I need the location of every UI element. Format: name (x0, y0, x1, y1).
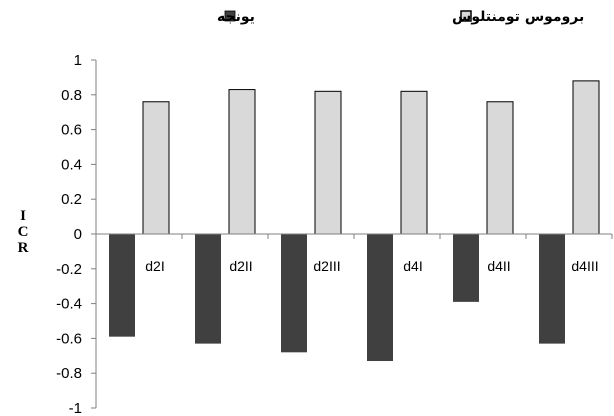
y-tick-label: 0.2 (61, 191, 82, 208)
category-label: d2II (229, 258, 252, 274)
legend-label-bromus: بروموس تومنتلوس (452, 9, 584, 25)
bars (109, 80, 600, 362)
bar-bromus-d4II (486, 101, 514, 235)
bar-bromus-d2III (314, 90, 342, 235)
y-tick-label: 0 (74, 226, 82, 243)
y-axis-ticks: 1 0.8 0.6 0.4 0.2 0 -0.2 -0.4 -0.6 -0.8 -1 (56, 52, 96, 416)
y-axis-label-char: R (18, 240, 29, 256)
y-axis-label: I C R (18, 208, 29, 256)
y-tick-label: 0.6 (61, 122, 82, 139)
category-labels: d2I d2II d2III d4I d4II d4III (145, 258, 598, 274)
legend: یونجه بروموس تومنتلوس (217, 9, 584, 25)
y-tick-label: 0.4 (61, 156, 82, 173)
bar-yonjeh-d4II (453, 234, 479, 302)
legend-swatch-yonjeh (224, 10, 236, 22)
bar-yonjeh-d2I (109, 234, 135, 337)
bar-bromus-d2I (142, 101, 170, 235)
legend-swatch-bromus (460, 10, 472, 22)
y-tick-label: 1 (74, 52, 82, 69)
bar-yonjeh-d2II (195, 234, 221, 344)
axes (95, 60, 613, 408)
bar-bromus-d2II (228, 89, 256, 235)
bar-yonjeh-d4I (367, 234, 393, 362)
y-tick-label: -1 (69, 400, 82, 416)
bar-bromus-d4III (572, 80, 600, 235)
bar-yonjeh-d2III (281, 234, 307, 353)
category-label: d4I (403, 258, 422, 274)
y-tick-label: -0.6 (56, 330, 82, 347)
category-label: d2III (313, 258, 340, 274)
legend-label-yonjeh: یونجه (217, 9, 255, 25)
bar-yonjeh-d4III (539, 234, 565, 344)
bar-bromus-d4I (400, 90, 428, 235)
y-tick-label: -0.8 (56, 365, 82, 382)
y-tick-label: 0.8 (61, 87, 82, 104)
category-label: d2I (145, 258, 164, 274)
category-label: d4II (487, 258, 510, 274)
category-label: d4III (571, 258, 598, 274)
y-tick-label: -0.2 (56, 261, 82, 278)
y-axis-label-char: I (20, 208, 26, 224)
y-axis-label-char: C (18, 224, 29, 240)
y-tick-label: -0.4 (56, 296, 82, 313)
